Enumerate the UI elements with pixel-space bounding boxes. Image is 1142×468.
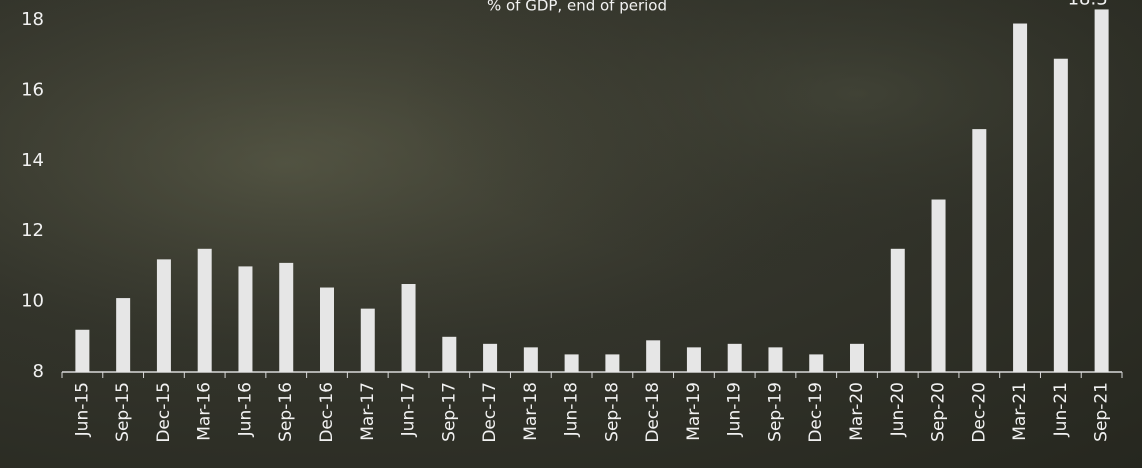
bar xyxy=(279,263,293,372)
bar xyxy=(932,200,946,372)
x-tick-label: Jun-15 xyxy=(72,382,92,437)
y-tick-label: 10 xyxy=(21,291,44,312)
bar xyxy=(565,354,579,372)
x-tick-label: Jun-17 xyxy=(399,382,419,437)
bar xyxy=(972,129,986,372)
bar xyxy=(768,347,782,372)
x-tick-label: Dec-15 xyxy=(154,382,174,443)
y-tick-label: 14 xyxy=(21,150,44,171)
x-tick-label: Sep-18 xyxy=(602,382,622,442)
bar xyxy=(891,249,905,372)
bar xyxy=(646,340,660,372)
x-tick-label: Mar-18 xyxy=(521,382,541,441)
bar xyxy=(75,330,89,372)
x-tick-label: Jun-20 xyxy=(888,382,908,437)
bar xyxy=(605,354,619,372)
bar xyxy=(483,344,497,372)
bar xyxy=(442,337,456,372)
bar xyxy=(687,347,701,372)
x-tick-label: Sep-16 xyxy=(276,382,296,442)
y-tick-label: 8 xyxy=(33,361,44,382)
bar xyxy=(116,298,130,372)
x-tick-label: Dec-19 xyxy=(806,382,826,443)
bar xyxy=(1013,24,1027,372)
y-tick-label: 12 xyxy=(21,220,44,241)
x-tick-label: Mar-16 xyxy=(195,382,215,441)
bar xyxy=(238,266,252,372)
x-tick-label: Jun-16 xyxy=(235,382,255,437)
bar xyxy=(320,288,334,372)
bar xyxy=(361,309,375,372)
bar xyxy=(1095,9,1109,372)
x-tick-label: Dec-16 xyxy=(317,382,337,443)
bar xyxy=(524,347,538,372)
bar xyxy=(809,354,823,372)
bar xyxy=(728,344,742,372)
x-tick-label: Mar-20 xyxy=(847,382,867,441)
x-tick-label: Sep-15 xyxy=(113,382,133,442)
x-tick-label: Sep-20 xyxy=(929,382,949,442)
chart: % of GDP, end of period 8 10 12 14 16 18 Jun-1… xyxy=(0,0,1142,468)
x-tick-label: Dec-17 xyxy=(480,382,500,443)
data-label: 18.3 xyxy=(1068,0,1108,9)
x-tick-label: Mar-19 xyxy=(684,382,704,441)
x-tick-label: Dec-18 xyxy=(643,382,663,443)
x-tick-label: Jun-18 xyxy=(562,382,582,437)
bar xyxy=(198,249,212,372)
x-tick-label: Sep-19 xyxy=(765,382,785,442)
y-tick-label: 18 xyxy=(21,9,44,30)
bar xyxy=(850,344,864,372)
bar xyxy=(157,259,171,372)
bar xyxy=(402,284,416,372)
page: % of GDP, end of period 8 10 12 14 16 18 Jun-1… xyxy=(0,0,1142,468)
x-tick-label: Sep-17 xyxy=(439,382,459,442)
chart-subtitle: % of GDP, end of period xyxy=(487,0,667,15)
x-tick-label: Jun-21 xyxy=(1051,382,1071,437)
x-tick-label: Dec-20 xyxy=(969,382,989,443)
bar xyxy=(1054,59,1068,372)
x-tick-label: Mar-17 xyxy=(358,382,378,441)
x-tick-label: Sep-21 xyxy=(1092,382,1112,442)
x-tick-label: Mar-21 xyxy=(1010,382,1030,441)
y-tick-label: 16 xyxy=(21,79,44,100)
x-tick-label: Jun-19 xyxy=(725,382,745,437)
